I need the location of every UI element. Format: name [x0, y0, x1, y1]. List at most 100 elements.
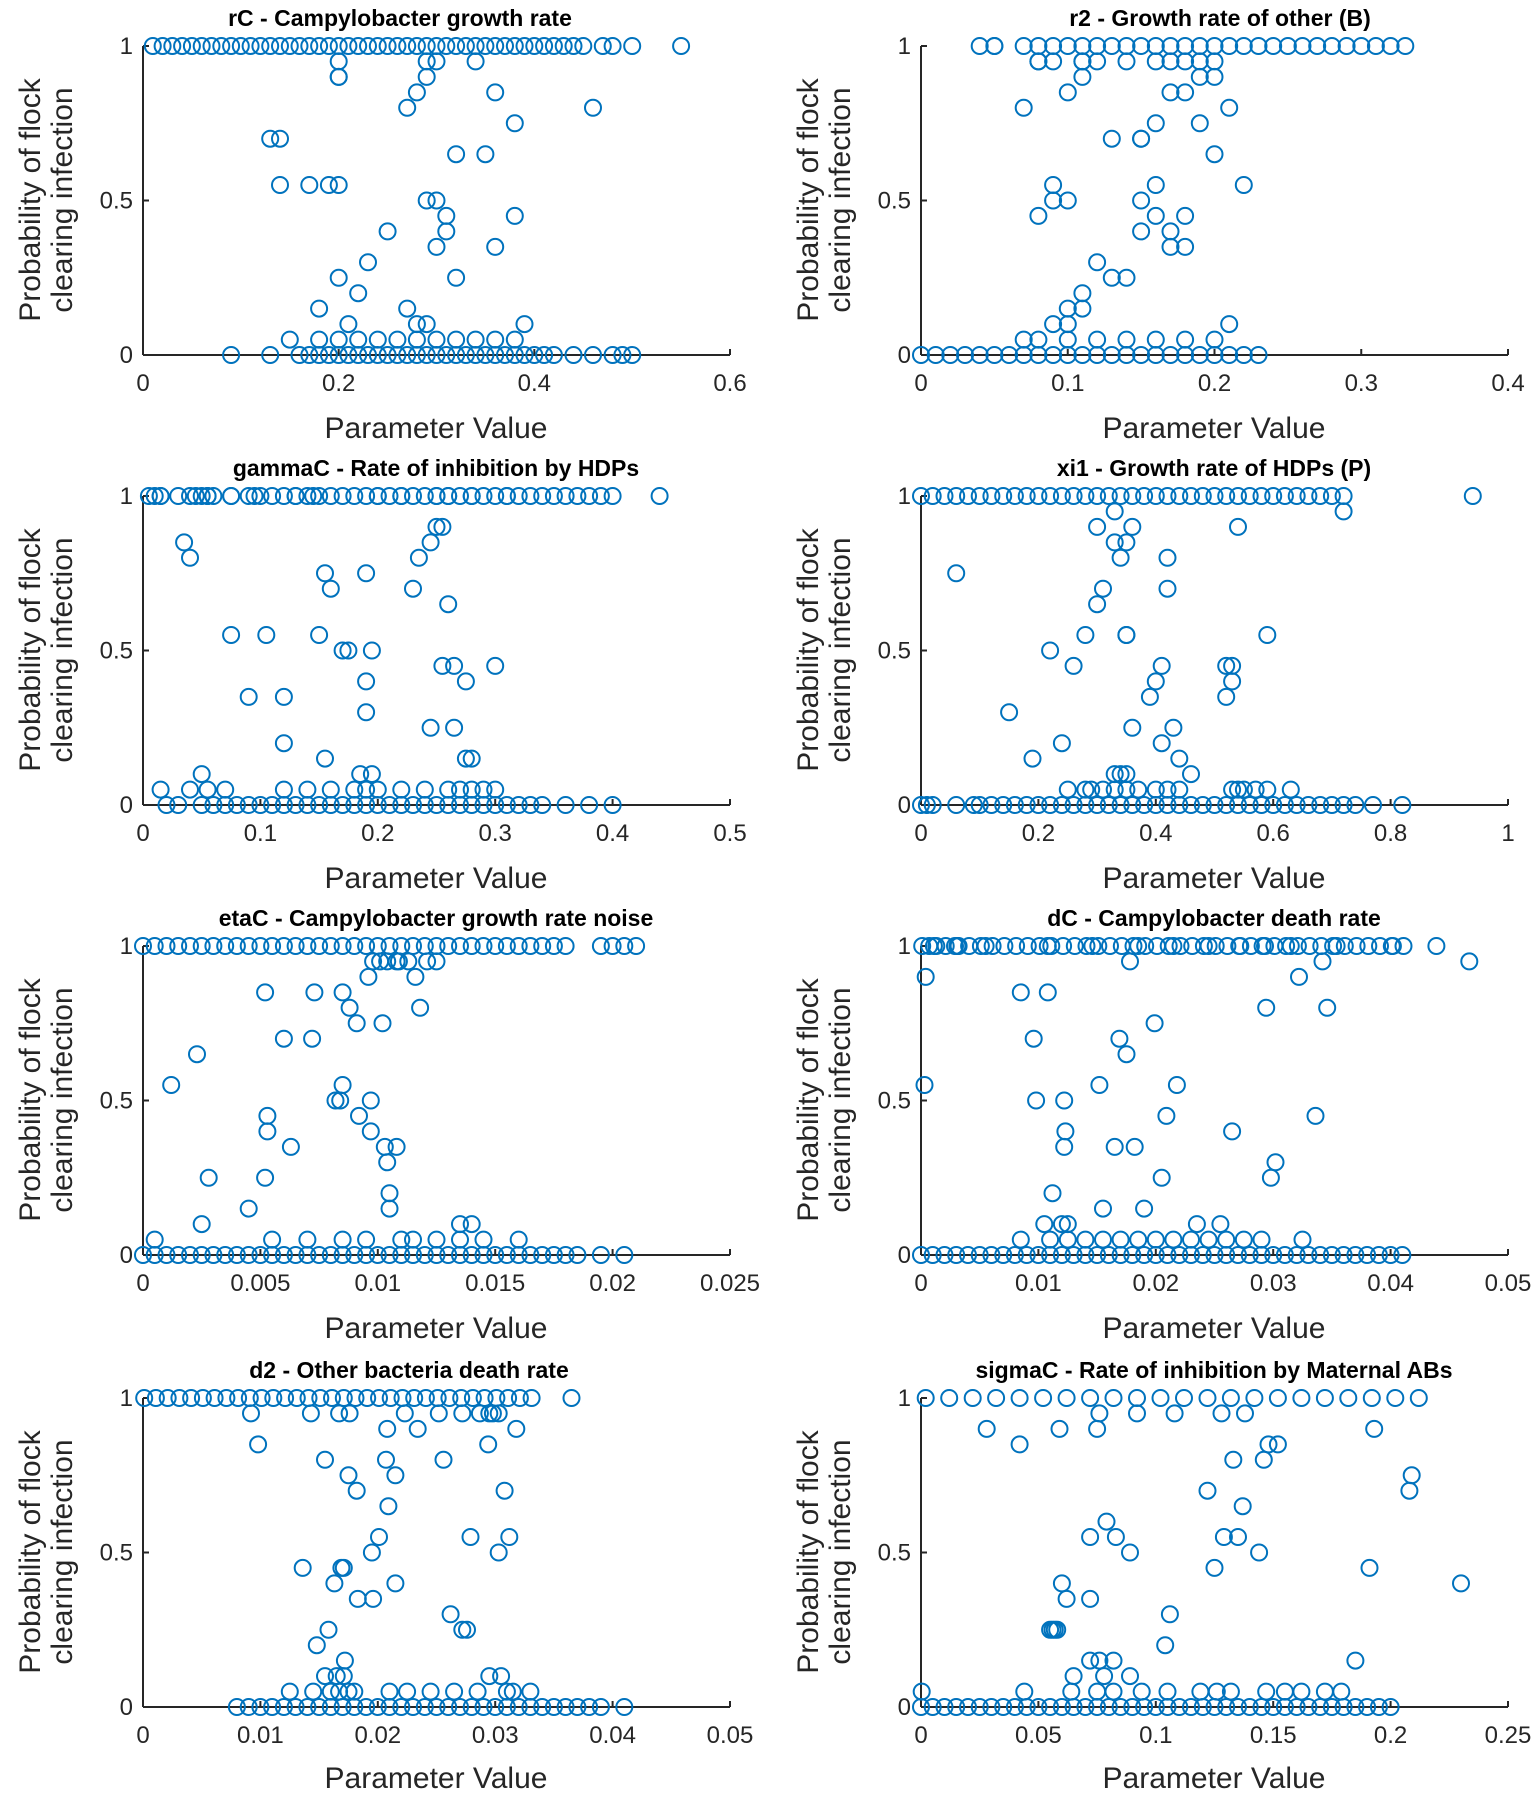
scatter-point [1000, 703, 1019, 722]
x-tick-label: 0.15 [1250, 1722, 1297, 1749]
scatter-point [333, 937, 352, 955]
panel-d2-other-death-rate: d2 - Other bacteria death rate Probabili… [14, 1357, 753, 1795]
y-tick-label: 1 [120, 33, 133, 60]
scatter-point [1217, 796, 1236, 814]
panel-title: d2 - Other bacteria death rate [249, 1357, 569, 1383]
y-axis-label-line1: Probability of flock [792, 977, 825, 1221]
scatter-point [298, 1698, 317, 1716]
scatter-point [1041, 641, 1060, 660]
scatter-point [181, 487, 199, 505]
scatter-point [1369, 1246, 1388, 1264]
scatter-point [1052, 1215, 1071, 1234]
scatter-point [1058, 315, 1077, 334]
scatter-point [970, 1246, 989, 1264]
scatter-point [1117, 1045, 1136, 1064]
scatter-point [258, 1106, 277, 1125]
scatter-point [1041, 1230, 1060, 1249]
scatter-point [521, 796, 540, 814]
scatter-point [239, 487, 258, 505]
scatter-point [1346, 1698, 1365, 1716]
scatter-point [1146, 487, 1165, 505]
scatter-point [985, 346, 1004, 364]
scatter-point [357, 703, 376, 722]
y-axis-label-line2: clearing infection [824, 987, 857, 1212]
scatter-point [544, 937, 563, 955]
scatter-point [497, 1246, 516, 1264]
x-tick-label: 0.25 [1485, 1722, 1532, 1749]
x-tick-label: 0.05 [707, 1722, 754, 1749]
scatter-point [427, 937, 446, 955]
panel-etac-growth-rate-noise: etaC - Campylobacter growth rate noise P… [14, 905, 760, 1345]
scatter-point [505, 330, 524, 349]
scatter-point [361, 1122, 380, 1141]
scatter-point [1117, 330, 1136, 349]
scatter-point [1382, 937, 1401, 955]
y-axis-label-line1: Probability of flock [14, 977, 47, 1221]
scatter-point [1230, 937, 1249, 955]
scatter-point [1205, 145, 1224, 164]
scatter-point [276, 1389, 295, 1407]
scatter-point [339, 346, 358, 364]
scatter-point [1099, 796, 1118, 814]
scatter-point [1288, 937, 1307, 955]
scatter-point [1146, 114, 1165, 133]
scatter-point [380, 1682, 399, 1701]
scatter-point [398, 299, 417, 318]
scatter-point [959, 1246, 977, 1264]
scatter-point [627, 937, 646, 955]
scatter-point [263, 937, 282, 955]
scatter-point [357, 487, 376, 505]
scatter-point [1246, 780, 1265, 799]
scatter-point [405, 1389, 424, 1407]
scatter-point [1265, 937, 1284, 955]
scatter-point [1299, 796, 1318, 814]
scatter-point [427, 191, 446, 210]
scatter-point [1259, 1435, 1278, 1454]
scatter-point [1148, 937, 1166, 955]
scatter-point [1409, 1389, 1428, 1407]
scatter-point [456, 749, 475, 768]
y-tick-label: 1 [898, 1385, 911, 1412]
scatter-point [281, 1137, 300, 1156]
scatter-point [415, 487, 434, 505]
scatter-point [912, 346, 930, 364]
scatter-point [182, 1389, 201, 1407]
scatter-point [251, 487, 270, 505]
scatter-point [1152, 1168, 1171, 1187]
scatter-point [227, 937, 246, 955]
scatter-point [1322, 1698, 1341, 1716]
scatter-point [1264, 1698, 1283, 1716]
scatter-point [350, 1106, 368, 1125]
scatter-point [325, 1574, 344, 1593]
scatter-point [1017, 1246, 1036, 1264]
scatter-point [280, 37, 299, 55]
scatter-point [1229, 780, 1247, 799]
scatter-point [1161, 37, 1180, 55]
scatter-point [1029, 37, 1048, 55]
x-tick-label: 0 [136, 1270, 149, 1297]
scatter-point [1193, 796, 1212, 814]
x-axis-label: Parameter Value [1103, 1312, 1326, 1345]
scatter-point [1110, 1029, 1129, 1048]
scatter-point [1393, 1246, 1412, 1264]
panel-title: dC - Campylobacter death rate [1047, 905, 1381, 931]
y-tick-label: 0 [120, 792, 133, 819]
scatter-point [251, 937, 270, 955]
scatter-point [186, 487, 205, 505]
scatter-point [533, 1698, 552, 1716]
scatter-point [1064, 656, 1083, 675]
scatter-point [398, 1682, 417, 1701]
scatter-point [615, 1698, 634, 1716]
scatter-point [329, 268, 348, 287]
scatter-point [1089, 937, 1108, 955]
scatter-point [333, 641, 352, 660]
scatter-point [333, 796, 352, 814]
scatter-point [1090, 1651, 1109, 1670]
x-tick-label: 0.3 [1345, 370, 1378, 397]
scatter-point [362, 765, 381, 784]
panel-title: r2 - Growth rate of other (B) [1069, 5, 1371, 31]
y-axis-label-line1: Probability of flock [792, 77, 825, 321]
scatter-point [1152, 734, 1171, 753]
scatter-point [274, 687, 293, 706]
scatter-point [987, 1389, 1006, 1407]
